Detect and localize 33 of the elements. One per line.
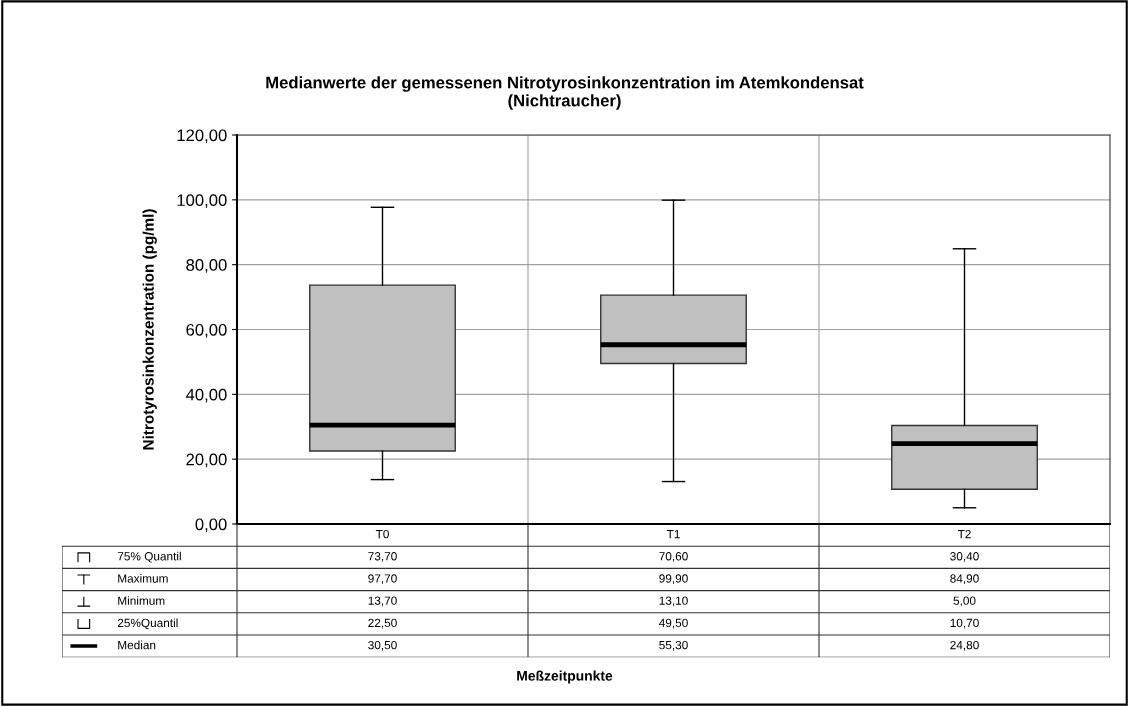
text: 70,60 [659,552,688,562]
text: 5,00 [953,596,976,607]
text: 13,70 [368,596,397,607]
text: Median [118,640,156,650]
text: 13,10 [659,596,688,607]
text: 75% Quantil [117,551,181,563]
text: Minimum [118,596,165,605]
text: 55,30 [659,640,688,651]
chart-title: Medianwerte der gemessenen Nitrotyrosinkonzentration im Atemkondensat (Nichtraucher) [266,76,864,110]
text: 84,90 [950,574,979,585]
text: 30,50 [368,640,397,651]
y-tick-label: 0,00 [195,518,227,533]
text: 97,70 [368,574,397,585]
text: Meßzeitpunkte [517,670,613,684]
y-tick-label: 40,00 [185,388,227,403]
text: 30,40 [950,552,979,562]
text: 73,70 [368,552,397,562]
y-tick-label: 100,00 [177,194,227,209]
x-tick-label: T1 [666,530,680,539]
text: 99,90 [659,574,688,585]
y-axis-title: Nitrotyrosinkonzentration (pg/ml) [142,209,157,450]
y-tick-label: 60,00 [186,323,227,338]
text: 24,80 [950,640,979,651]
x-tick-label: T0 [375,529,389,539]
y-tick-label: 120,00 [177,129,227,144]
text: 10,70 [950,618,979,629]
x-tick-label: T2 [957,529,971,539]
text: 25%Quantil [117,618,178,630]
text: Maximum [118,574,168,583]
y-tick-label: 80,00 [186,259,227,273]
text: 22,50 [368,618,397,629]
y-tick-label: 20,00 [186,453,227,468]
text: 49,50 [659,618,688,629]
